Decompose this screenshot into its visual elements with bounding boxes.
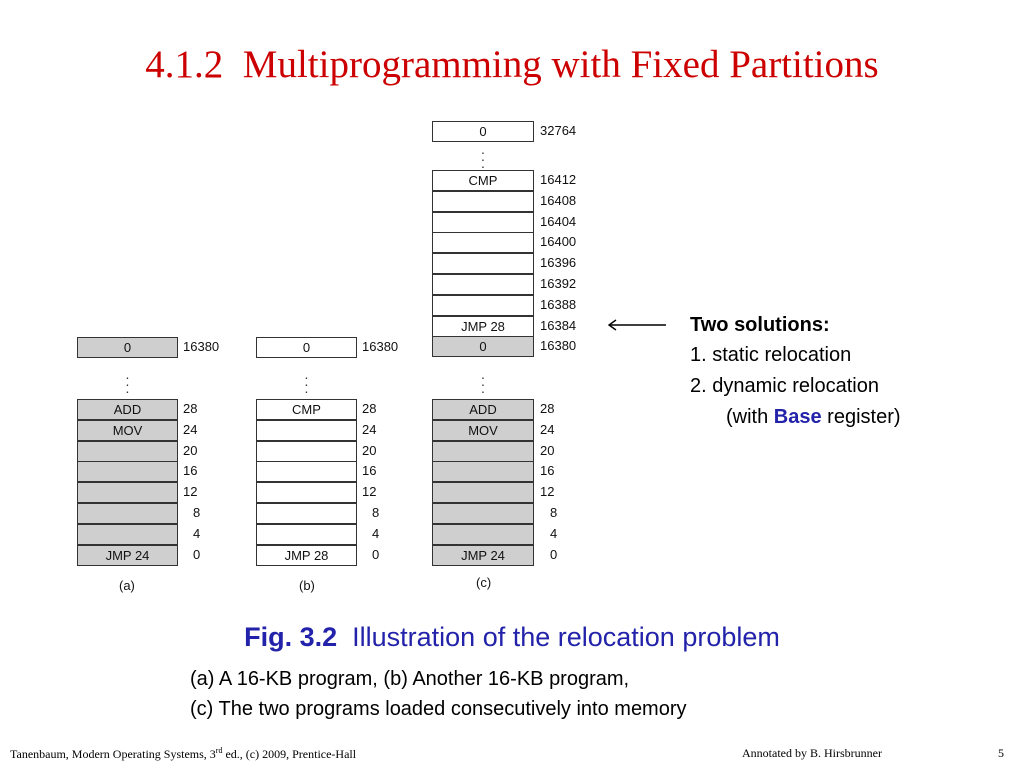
ellipsis-dots: . . . [481, 366, 485, 396]
address-label: 24 [183, 421, 198, 437]
memory-cell: 0 [432, 336, 534, 358]
page-number: 5 [998, 746, 1004, 760]
address-label: 8 [372, 505, 380, 520]
column-caption: (a) [119, 578, 135, 593]
memory-cell: CMP [256, 399, 357, 420]
address-label: 4 [193, 525, 201, 541]
memory-cell [256, 440, 357, 462]
solution-note: (with Base register) [726, 406, 901, 428]
memory-cell [432, 211, 534, 233]
solution-item-dynamic: 2. dynamic relocation [690, 375, 879, 397]
memory-cell: ADD [432, 399, 534, 420]
address-label: 16380 [362, 339, 399, 354]
memory-cell: JMP 24 [432, 544, 534, 566]
memory-cell [77, 461, 178, 483]
memory-cell [432, 503, 534, 524]
address-label: 16408 [540, 192, 577, 208]
figure-caption: Fig. 3.2 Illustration of the relocation … [0, 622, 1024, 653]
memory-cell [432, 274, 534, 295]
slide-title: 4.1.2 Multiprogramming with Fixed Partit… [145, 43, 879, 86]
memory-cell [77, 482, 178, 504]
memory-cell [432, 253, 534, 275]
memory-cell [432, 523, 534, 545]
memory-cell [432, 294, 534, 316]
memory-cell-top: 0 [77, 337, 178, 358]
memory-cell [256, 461, 357, 483]
address-label: 32764 [540, 123, 577, 138]
column-caption: (c) [476, 575, 492, 590]
memory-cell [256, 503, 357, 524]
footer-citation: Tanenbaum, Modern Operating Systems, 3rd… [10, 746, 357, 761]
address-label: 20 [540, 442, 555, 458]
memory-cell [432, 482, 534, 504]
memory-cell: JMP 28 [256, 544, 357, 566]
address-label: 16404 [540, 213, 577, 229]
memory-cell-top: 0 [256, 337, 357, 358]
address-label: 16380 [540, 338, 577, 354]
footer-annotation: Annotated by B. Hirsbrunner [742, 746, 882, 760]
ellipsis-dots: . . . [481, 141, 485, 171]
ellipsis-dots: . . . [125, 366, 130, 396]
memory-cell [77, 440, 178, 462]
address-label: 16400 [540, 234, 577, 250]
address-label: 28 [540, 401, 555, 416]
address-label: 16380 [183, 339, 220, 354]
memory-cell: ADD [77, 399, 178, 420]
memory-cell: MOV [77, 419, 178, 441]
memory-cell: JMP 28 [432, 315, 534, 337]
address-label: 24 [362, 421, 377, 437]
address-label: 28 [362, 401, 377, 416]
address-label: 0 [372, 546, 380, 562]
memory-cell [256, 523, 357, 545]
address-label: 16384 [540, 317, 577, 333]
address-label: 0 [550, 546, 558, 562]
address-label: 20 [362, 442, 377, 458]
address-label: 4 [372, 525, 380, 541]
address-label: 20 [183, 442, 198, 458]
address-label: 12 [183, 484, 198, 500]
memory-cell: CMP [432, 170, 534, 191]
address-label: 28 [183, 401, 198, 416]
address-label: 8 [193, 505, 201, 520]
memory-cell [77, 523, 178, 545]
memory-cell [432, 232, 534, 254]
figure-subcaption-1: (a) A 16-KB program, (b) Another 16-KB p… [190, 668, 630, 690]
memory-cell [256, 482, 357, 504]
address-label: 16388 [540, 296, 577, 312]
address-label: 16 [183, 463, 198, 479]
memory-cell [256, 419, 357, 441]
column-caption: (b) [299, 578, 315, 593]
memory-cell [432, 440, 534, 462]
address-label: 16 [362, 463, 377, 479]
solutions-heading: Two solutions: [690, 314, 830, 336]
memory-cell [432, 190, 534, 212]
figure-label: Fig. 3.2 [244, 622, 338, 652]
ellipsis-dots: . . . [304, 366, 309, 396]
memory-cell: MOV [432, 419, 534, 441]
address-label: 16 [540, 463, 555, 479]
address-label: 8 [550, 505, 558, 520]
figure-subcaption-2: (c) The two programs loaded consecutivel… [190, 698, 687, 720]
address-label: 24 [540, 421, 555, 437]
address-label: 12 [540, 484, 555, 500]
address-label: 12 [362, 484, 377, 500]
address-label: 4 [550, 525, 558, 541]
base-register-label: Base [773, 406, 822, 428]
figure-text: Illustration of the relocation problem [337, 622, 780, 652]
memory-cell [432, 461, 534, 483]
solution-item-static: 1. static relocation [690, 344, 852, 366]
memory-cell: JMP 24 [77, 544, 178, 566]
address-label: 0 [193, 546, 201, 562]
memory-cell [77, 503, 178, 524]
memory-cell-top: 0 [432, 121, 534, 142]
arrow-left-icon [607, 319, 666, 331]
address-label: 16412 [540, 172, 577, 187]
address-label: 16392 [540, 276, 577, 291]
address-label: 16396 [540, 255, 577, 271]
